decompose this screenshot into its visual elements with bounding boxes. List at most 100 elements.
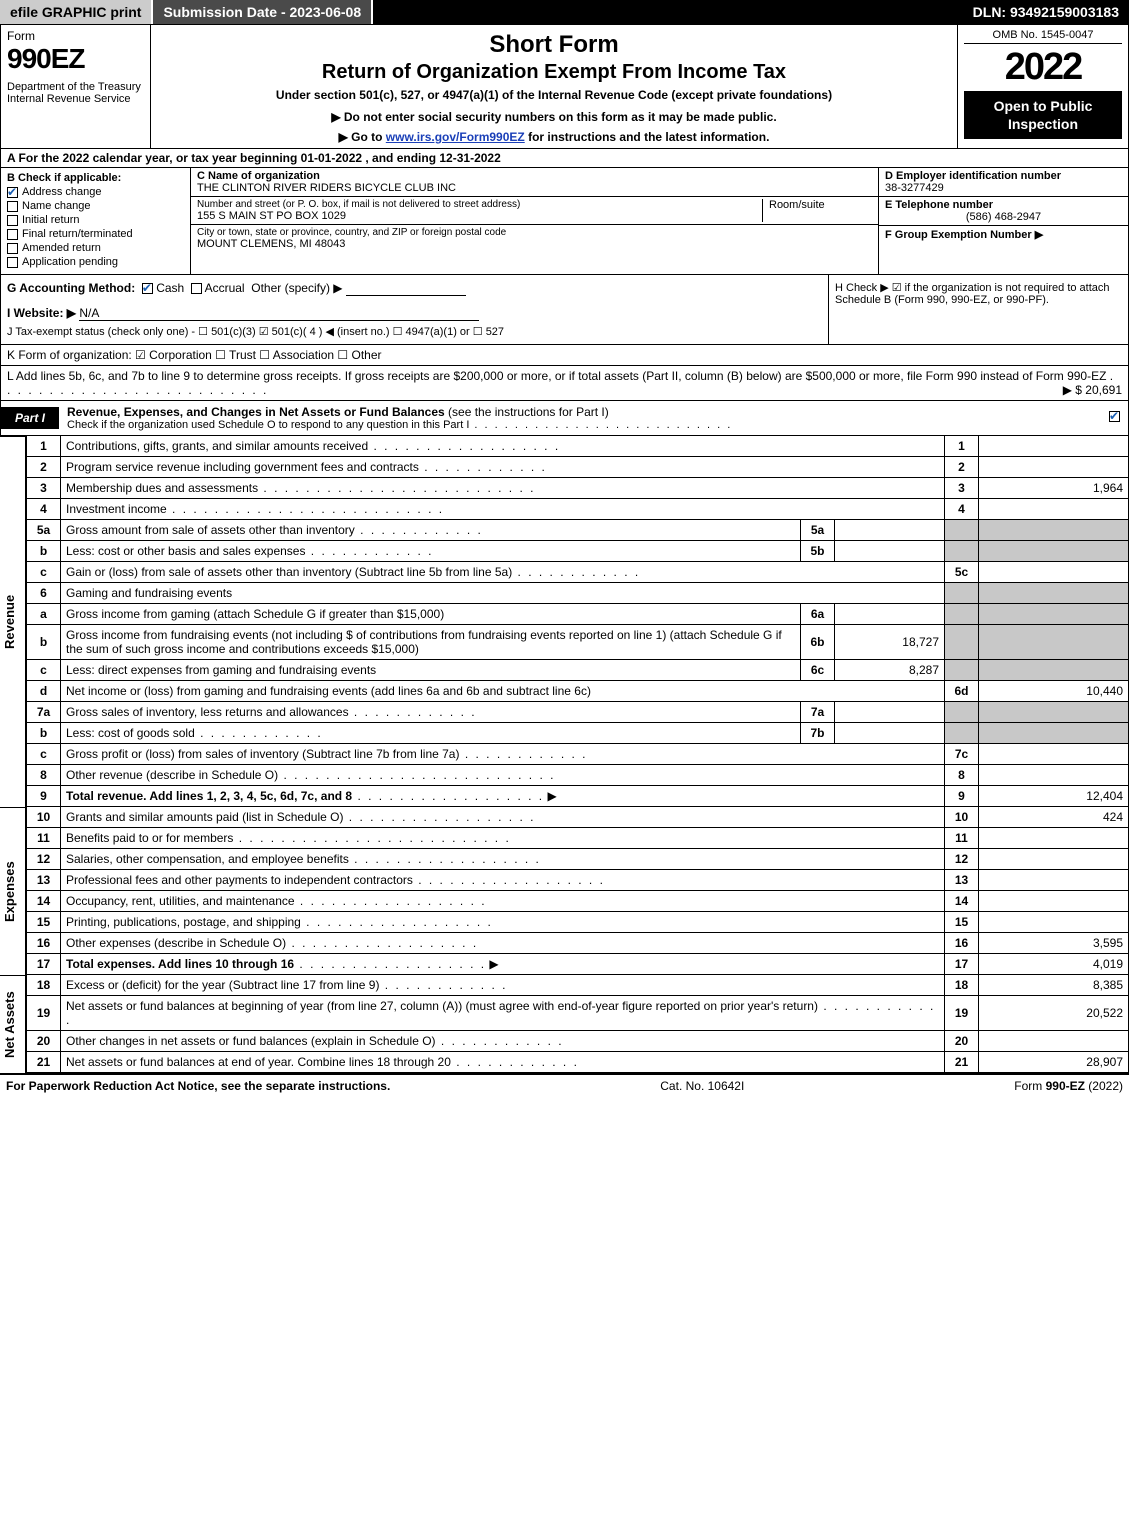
row-l-amount: ▶ $ 20,691 [1063,383,1122,397]
efile-print[interactable]: efile GRAPHIC print [0,0,153,24]
chk-label: Initial return [22,214,79,226]
form-header: Form 990EZ Department of the Treasury In… [0,24,1129,149]
row-g: G Accounting Method: Cash Accrual Other … [1,275,828,344]
chk-label: Name change [22,200,91,212]
topbar-spacer [373,0,963,24]
chk-label: Amended return [22,242,101,254]
line-2: 2 Program service revenue including gove… [27,457,1129,478]
part1-end-checkbox[interactable] [1109,411,1128,425]
line-5b: b Less: cost or other basis and sales ex… [27,541,1129,562]
irs-link[interactable]: www.irs.gov/Form990EZ [386,130,525,144]
chk-amended-return[interactable]: Amended return [7,242,184,254]
omb-number: OMB No. 1545-0047 [964,29,1122,44]
row-l: L Add lines 5b, 6c, and 7b to line 9 to … [0,366,1129,401]
row-g-h: G Accounting Method: Cash Accrual Other … [0,275,1129,345]
line-20: 20 Other changes in net assets or fund b… [27,1031,1129,1052]
col-b-checkboxes: B Check if applicable: Address change Na… [1,168,191,274]
form-number: 990EZ [7,43,144,75]
note-goto: ▶ Go to www.irs.gov/Form990EZ for instru… [161,130,947,144]
g-cash: Cash [156,281,184,295]
chk-application-pending[interactable]: Application pending [7,256,184,268]
line-14: 14 Occupancy, rent, utilities, and maint… [27,891,1129,912]
g-other-field[interactable] [346,281,466,296]
title-short-form: Short Form [161,31,947,59]
revenue-table: 1 Contributions, gifts, grants, and simi… [26,436,1129,807]
row-k: K Form of organization: ☑ Corporation ☐ … [0,345,1129,366]
line-5c: c Gain or (loss) from sale of assets oth… [27,562,1129,583]
revenue-side-label: Revenue [0,436,26,807]
line-1: 1 Contributions, gifts, grants, and simi… [27,436,1129,457]
line-13: 13 Professional fees and other payments … [27,870,1129,891]
checkbox-icon [7,201,18,212]
note-goto-pre: ▶ Go to [339,130,386,144]
note-goto-post: for instructions and the latest informat… [525,130,770,144]
line-6b: b Gross income from fundraising events (… [27,625,1129,660]
line-7a: 7a Gross sales of inventory, less return… [27,702,1129,723]
line-6d: d Net income or (loss) from gaming and f… [27,681,1129,702]
revenue-section: Revenue 1 Contributions, gifts, grants, … [0,436,1129,807]
chk-final-return[interactable]: Final return/terminated [7,228,184,240]
chk-initial-return[interactable]: Initial return [7,214,184,226]
checkbox-icon [7,187,18,198]
line-9: 9 Total revenue. Add lines 1, 2, 3, 4, 5… [27,786,1129,807]
org-name: THE CLINTON RIVER RIDERS BICYCLE CLUB IN… [197,182,872,194]
chk-label: Address change [22,186,102,198]
tax-year: 2022 [964,46,1122,89]
org-city: MOUNT CLEMENS, MI 48043 [197,238,872,250]
open-to-public: Open to Public Inspection [964,91,1122,139]
g-accrual: Accrual [205,281,245,295]
org-address: 155 S MAIN ST PO BOX 1029 [197,210,762,222]
line-18: 18 Excess or (deficit) for the year (Sub… [27,975,1129,996]
line-7c: c Gross profit or (loss) from sales of i… [27,744,1129,765]
checkbox-icon [191,283,202,294]
net-assets-table: 18 Excess or (deficit) for the year (Sub… [26,975,1129,1073]
expenses-table: 10 Grants and similar amounts paid (list… [26,807,1129,975]
form-title-block: Short Form Return of Organization Exempt… [151,25,958,148]
line-12: 12 Salaries, other compensation, and emp… [27,849,1129,870]
line-7b: b Less: cost of goods sold 7b [27,723,1129,744]
line-6c: c Less: direct expenses from gaming and … [27,660,1129,681]
f-group-exemption: F Group Exemption Number ▶ [885,229,1043,241]
d-ein-label: D Employer identification number [885,170,1061,182]
expenses-side-label: Expenses [0,807,26,975]
line-11: 11 Benefits paid to or for members 11 [27,828,1129,849]
title-return: Return of Organization Exempt From Incom… [161,61,947,84]
line-5a: 5a Gross amount from sale of assets othe… [27,520,1129,541]
chk-address-change[interactable]: Address change [7,186,184,198]
col-b-heading: B Check if applicable: [7,172,184,184]
website-value: N/A [79,306,479,321]
room-suite: Room/suite [762,199,872,222]
dln: DLN: 93492159003183 [963,0,1129,24]
submission-date: Submission Date - 2023-06-08 [153,0,373,24]
checkbox-icon [7,215,18,226]
line-10: 10 Grants and similar amounts paid (list… [27,807,1129,828]
checkbox-icon [142,283,153,294]
checkbox-icon [1109,411,1120,422]
subtitle: Under section 501(c), 527, or 4947(a)(1)… [161,88,947,102]
g-other: Other (specify) ▶ [251,281,342,295]
page-footer: For Paperwork Reduction Act Notice, see … [0,1073,1129,1097]
line-17: 17 Total expenses. Add lines 10 through … [27,954,1129,975]
e-phone-label: E Telephone number [885,199,993,211]
chk-label: Final return/terminated [22,228,133,240]
net-assets-section: Net Assets 18 Excess or (deficit) for th… [0,975,1129,1073]
footer-left: For Paperwork Reduction Act Notice, see … [6,1079,390,1093]
i-website-label: I Website: ▶ [7,306,76,320]
chk-name-change[interactable]: Name change [7,200,184,212]
line-16: 16 Other expenses (describe in Schedule … [27,933,1129,954]
topbar: efile GRAPHIC print Submission Date - 20… [0,0,1129,24]
dept-label: Department of the Treasury Internal Reve… [7,81,144,105]
line-6: 6 Gaming and fundraising events [27,583,1129,604]
line-15: 15 Printing, publications, postage, and … [27,912,1129,933]
city-label: City or town, state or province, country… [197,227,872,238]
row-j: J Tax-exempt status (check only one) - ☐… [7,325,822,338]
row-a-tax-year: A For the 2022 calendar year, or tax yea… [0,149,1129,168]
col-c-org-info: C Name of organization THE CLINTON RIVER… [191,168,878,274]
part1-title: Revenue, Expenses, and Changes in Net As… [59,401,1109,435]
footer-mid: Cat. No. 10642I [660,1079,744,1093]
line-3: 3 Membership dues and assessments 3 1,96… [27,478,1129,499]
part1-tag: Part I [1,407,59,429]
row-h: H Check ▶ ☑ if the organization is not r… [828,275,1128,344]
form-meta-block: OMB No. 1545-0047 2022 Open to Public In… [958,25,1128,148]
chk-label: Application pending [22,256,118,268]
